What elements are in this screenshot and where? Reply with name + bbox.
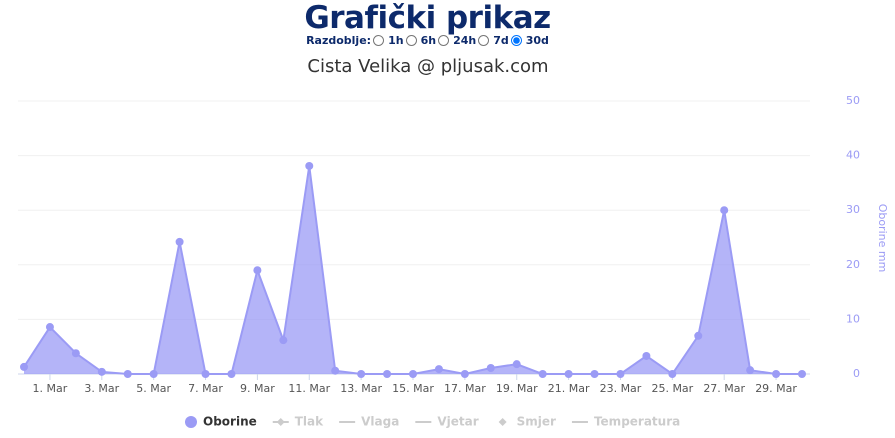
legend-label: Temperatura <box>594 415 680 429</box>
period-radio[interactable] <box>438 35 450 46</box>
point <box>409 370 417 378</box>
y-tick-label: 40 <box>846 149 860 162</box>
y-axis-label: Oborine mm <box>876 204 889 273</box>
point <box>772 370 781 378</box>
point <box>45 323 54 332</box>
point <box>175 237 184 246</box>
point <box>253 266 262 275</box>
point <box>97 367 106 376</box>
legend-item[interactable]: Vlaga <box>339 415 399 429</box>
point <box>331 366 340 375</box>
x-tick-label: 21. Mar <box>548 382 590 395</box>
point <box>746 366 755 375</box>
point <box>798 370 806 378</box>
period-option[interactable]: 30d <box>525 34 549 47</box>
point <box>642 351 651 360</box>
legend-label: Vjetar <box>437 415 478 429</box>
point <box>590 370 599 378</box>
point <box>201 370 210 378</box>
y-tick-label: 50 <box>846 94 860 107</box>
x-tick-label: 19. Mar <box>496 382 538 395</box>
point <box>149 370 158 378</box>
point <box>434 365 443 374</box>
page-title: Grafički prikaz <box>304 0 551 36</box>
line <box>23 165 802 376</box>
point <box>720 206 729 215</box>
x-tick-label: 25. Mar <box>651 382 693 395</box>
area <box>24 165 802 374</box>
x-tick-label: 13. Mar <box>340 382 382 395</box>
x-tick-label: 15. Mar <box>392 382 434 395</box>
period-option[interactable]: 24h <box>453 34 477 47</box>
point <box>460 370 469 378</box>
period-option[interactable]: 7d <box>493 34 509 47</box>
point <box>616 370 625 378</box>
y-tick-label: 0 <box>853 367 860 380</box>
point <box>123 370 132 378</box>
x-tick-label: 9. Mar <box>240 382 275 395</box>
legend-item[interactable]: Tlak <box>272 415 324 429</box>
point <box>486 363 495 372</box>
period-label: Razdoblje: <box>306 34 372 47</box>
x-tick-label: 27. Mar <box>703 382 745 395</box>
point <box>564 370 573 378</box>
period-option[interactable]: 1h <box>388 34 404 47</box>
legend-symbol <box>498 418 507 426</box>
period-selector: Razdoblje: 1h 6h 24h 7d 30d <box>0 34 855 47</box>
period-radio[interactable] <box>373 35 385 46</box>
point <box>279 336 288 345</box>
point <box>20 362 28 371</box>
point <box>71 349 80 358</box>
point <box>512 360 521 369</box>
point <box>538 370 547 378</box>
y-tick-label: 20 <box>846 258 860 271</box>
legend-symbol <box>276 418 285 426</box>
x-tick-label: 3. Mar <box>84 382 119 395</box>
x-tick-label: 11. Mar <box>288 382 330 395</box>
legend-label: Tlak <box>295 415 324 429</box>
point <box>357 370 366 378</box>
x-tick-label: 29. Mar <box>755 382 797 395</box>
point <box>305 161 314 170</box>
y-tick-label: 10 <box>846 312 860 325</box>
legend-item[interactable]: Oborine <box>185 415 257 429</box>
x-tick-label: 7. Mar <box>188 382 223 395</box>
legend-label: Smjer <box>517 415 556 429</box>
legend-symbol <box>185 416 197 428</box>
legend-item[interactable]: Vjetar <box>415 415 479 429</box>
point <box>668 370 677 378</box>
legend-item[interactable]: Smjer <box>498 415 556 429</box>
y-tick-label: 30 <box>846 203 860 216</box>
legend-item[interactable]: Temperatura <box>571 415 680 429</box>
point <box>227 370 236 378</box>
period-radio[interactable] <box>478 35 490 46</box>
point <box>694 331 703 340</box>
x-tick-label: 5. Mar <box>136 382 171 395</box>
x-tick-label: 17. Mar <box>444 382 486 395</box>
period-radio[interactable] <box>510 35 522 46</box>
period-radio[interactable] <box>405 35 417 46</box>
legend-label: Oborine <box>203 415 257 429</box>
chart-title: Cista Velika @ pljusak.com <box>307 56 548 77</box>
point <box>383 370 392 378</box>
x-tick-label: 23. Mar <box>600 382 642 395</box>
legend-label: Vlaga <box>361 415 399 429</box>
x-tick-label: 1. Mar <box>33 382 68 395</box>
period-option[interactable]: 6h <box>420 34 437 47</box>
